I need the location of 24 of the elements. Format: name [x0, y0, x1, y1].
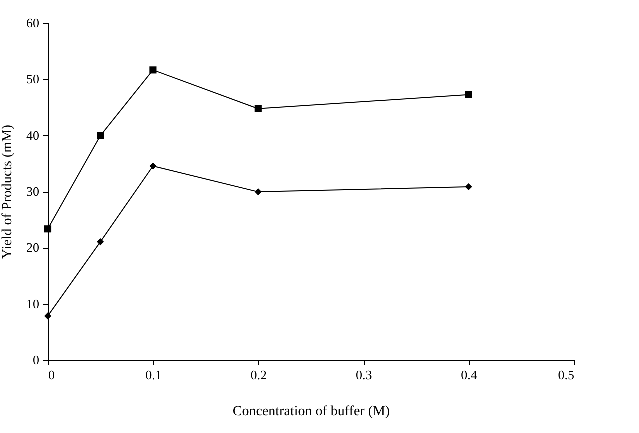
point [254, 105, 262, 112]
point [44, 312, 52, 320]
x-tick-label: 0.3 [356, 368, 372, 382]
point [150, 162, 157, 170]
y-tick-label: 10 [26, 296, 40, 312]
point [465, 183, 472, 191]
x-tick-label: 0 [48, 368, 55, 382]
point [44, 226, 52, 233]
point [254, 188, 262, 196]
y-tick-label: 60 [26, 16, 40, 30]
y-tick-label: 0 [33, 352, 40, 368]
y-tick-label: 30 [26, 184, 40, 199]
y-tick-label: 50 [26, 72, 40, 87]
point [97, 238, 104, 246]
y-tick-label: 20 [26, 240, 40, 256]
point [97, 132, 104, 140]
x-tick-label: 0.2 [250, 368, 268, 382]
y-axis-title: Yield of Products (mM) [0, 124, 16, 260]
point [150, 66, 157, 74]
point [465, 91, 472, 98]
x-tick-label: 0.4 [461, 368, 478, 382]
x-tick-label: 0.5 [558, 368, 574, 382]
x-tick-label: 0.1 [146, 368, 162, 382]
y-tick-label: 40 [26, 128, 40, 143]
